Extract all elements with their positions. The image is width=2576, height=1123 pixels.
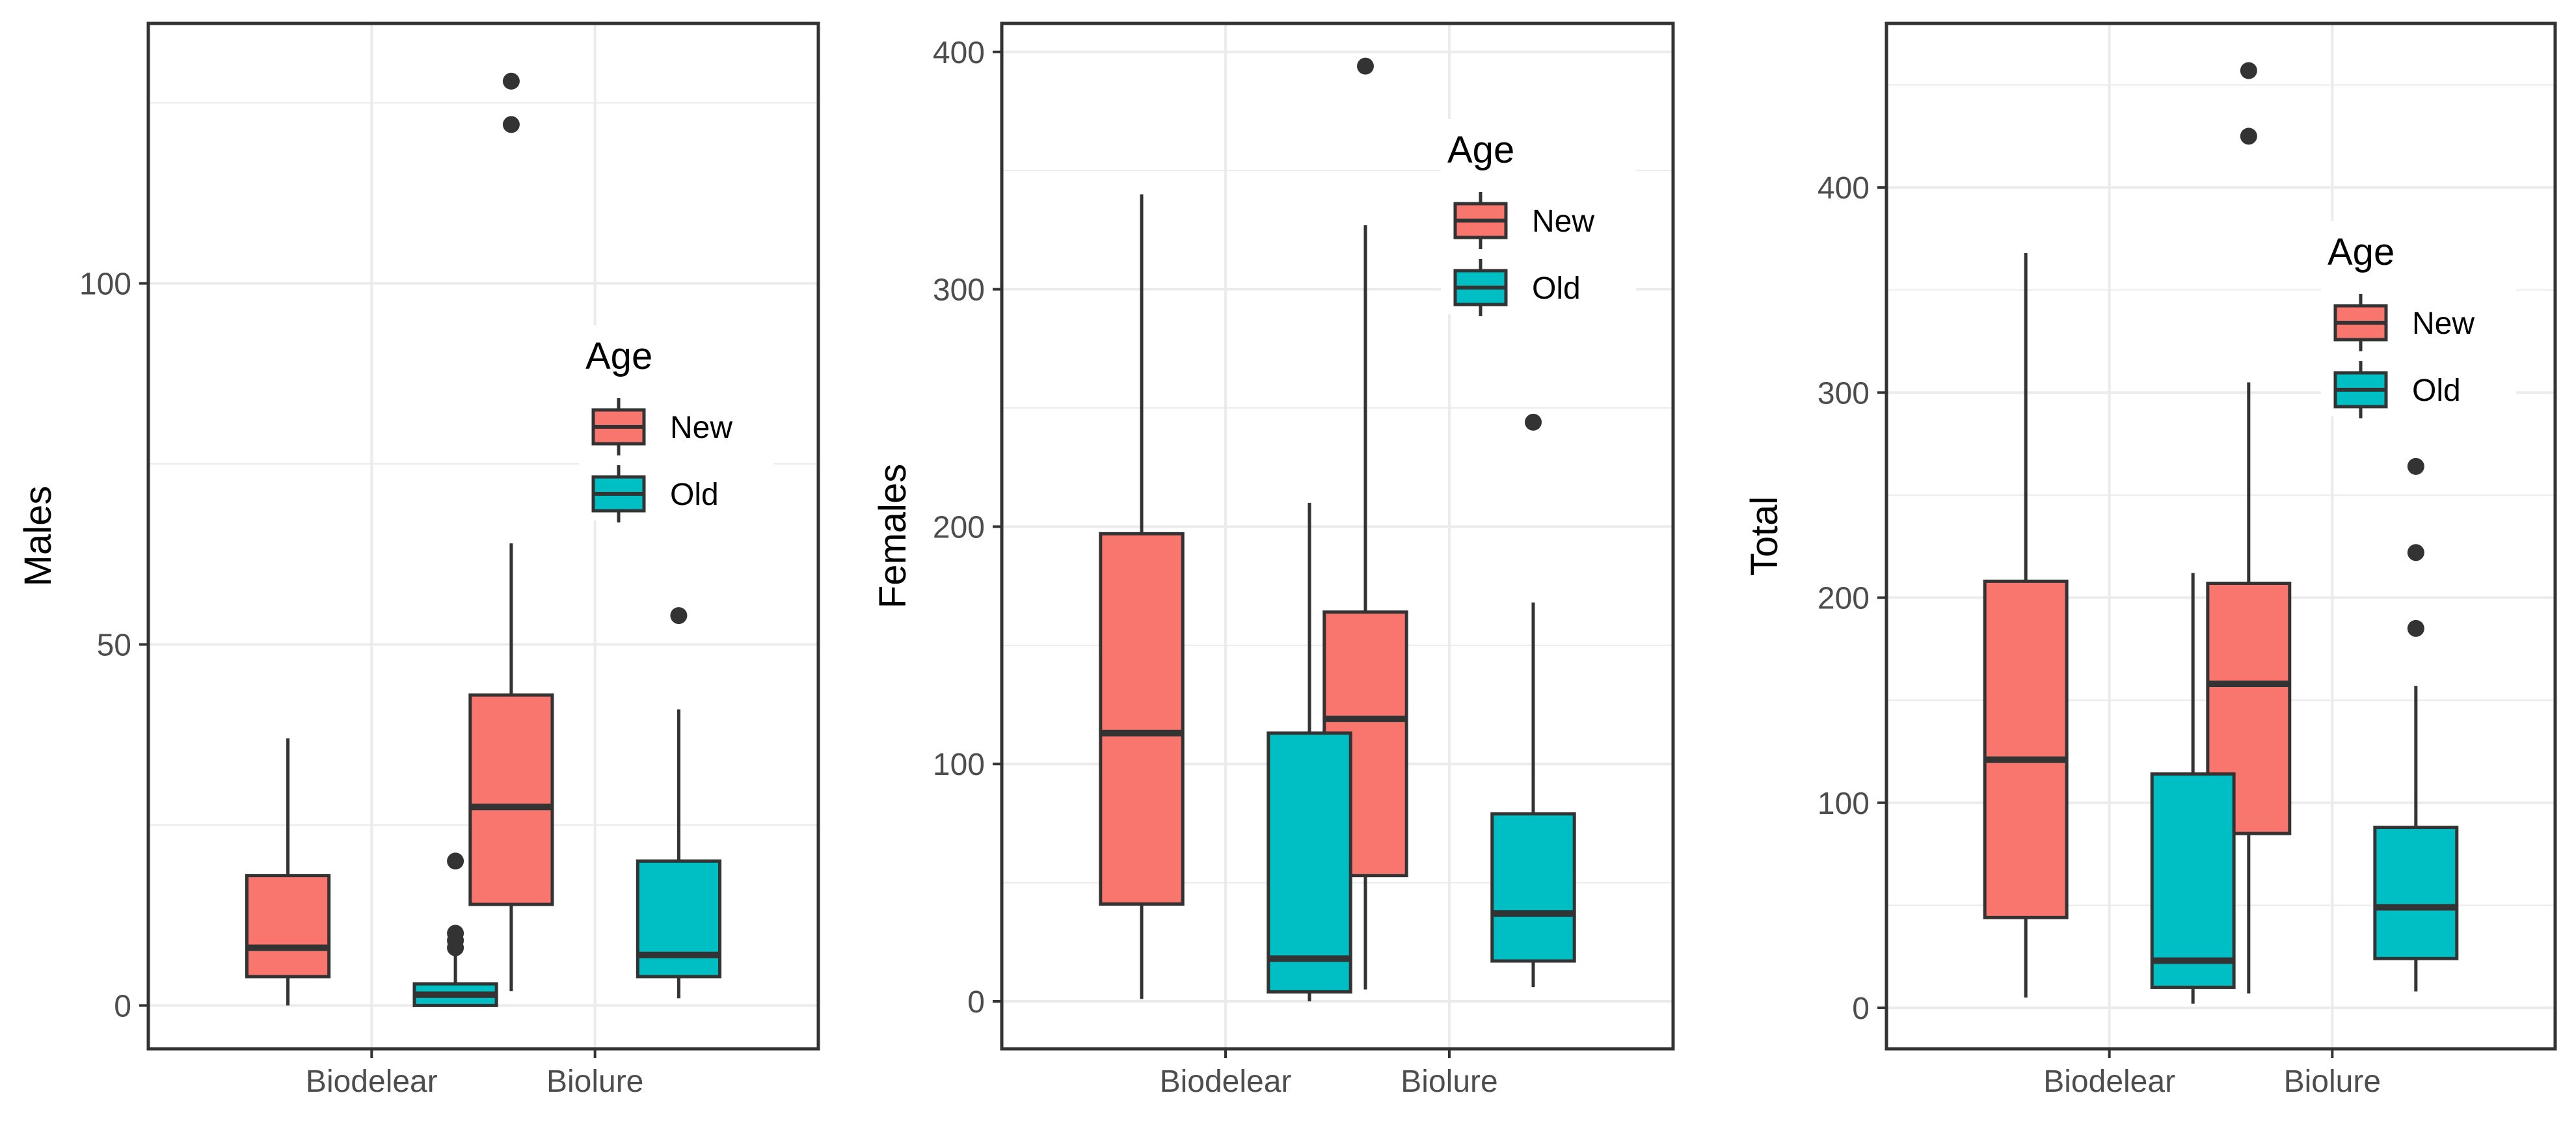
- box-iqr: [1983, 579, 2069, 919]
- y-tick-label: 200: [1818, 582, 1870, 616]
- legend-label-new: New: [2412, 306, 2475, 341]
- legend-title: Age: [2328, 231, 2395, 273]
- grid: [148, 23, 818, 1049]
- outlier-point: [447, 925, 464, 942]
- box-new-biodelear: [1099, 194, 1185, 999]
- box-iqr: [1490, 812, 1576, 963]
- outlier-point: [1525, 413, 1542, 431]
- series-new: [1099, 57, 1408, 999]
- box-iqr: [1099, 532, 1185, 906]
- box-old-biodelear: [412, 852, 498, 1007]
- y-tick-label: 100: [933, 748, 985, 782]
- x-tick-label: Biodelear: [2043, 1064, 2175, 1099]
- outlier-point: [2240, 128, 2257, 145]
- y-tick-label: 300: [1818, 376, 1870, 411]
- panel-3: 0 100 200 300 400 Biodelear Biolure Total Age New…: [1743, 21, 2557, 1099]
- y-tick-label: 300: [933, 273, 985, 308]
- y-tick-label: 0: [1852, 992, 1870, 1026]
- legend-title: Age: [585, 335, 652, 377]
- y-axis-title: Total: [1743, 496, 1786, 576]
- panel-2: 0 100 200 300 400 Biodelear Biolure Females Age N…: [872, 21, 1675, 1099]
- outlier-point: [2407, 619, 2424, 637]
- panel-border: [1885, 21, 2557, 1051]
- legend-title: Age: [1447, 129, 1514, 171]
- outlier-point: [502, 72, 520, 90]
- box-iqr: [2373, 826, 2459, 960]
- y-tick-label: 0: [967, 985, 985, 1020]
- legend-label-new: New: [670, 411, 732, 445]
- box-old-biolure: [636, 607, 722, 999]
- panel-border: [1000, 21, 1675, 1051]
- series-old: [1267, 413, 1576, 1002]
- outlier-point: [2240, 62, 2257, 79]
- x-tick-label: Biolure: [2284, 1064, 2381, 1099]
- box-iqr: [636, 859, 722, 979]
- panel-1: 0 50 100 Biodelear Biolure Males Age New Old: [17, 21, 820, 1099]
- legend-label-old: Old: [2412, 373, 2461, 408]
- y-axis-title: Males: [17, 486, 59, 587]
- y-tick-label: 400: [1818, 171, 1870, 206]
- box-iqr: [1267, 731, 1352, 994]
- outlier-point: [670, 607, 688, 625]
- legend-label-old: Old: [670, 478, 719, 512]
- outlier-point: [1357, 57, 1374, 75]
- x-tick-label: Biodelear: [306, 1064, 438, 1099]
- legend: Age New Old: [2321, 221, 2516, 418]
- series-new: [245, 72, 554, 1006]
- outlier-point: [447, 852, 464, 870]
- box-new-biodelear: [245, 738, 331, 1006]
- legend-label-new: New: [1532, 204, 1594, 239]
- box-iqr: [245, 874, 331, 979]
- legend: Age New Old: [1441, 119, 1636, 316]
- y-axis-title: Females: [872, 464, 914, 608]
- legend: Age New Old: [579, 325, 774, 522]
- y-tick-label: 400: [933, 36, 985, 70]
- panel-border: [146, 21, 820, 1051]
- series-old: [412, 607, 722, 1007]
- box-new-biolure: [468, 72, 554, 992]
- box-new-biodelear: [1983, 253, 2069, 998]
- box-iqr: [468, 693, 554, 906]
- y-tick-label: 50: [97, 628, 131, 662]
- y-tick-label: 0: [114, 989, 131, 1023]
- x-tick-label: Biolure: [1401, 1064, 1497, 1099]
- legend-label-old: Old: [1532, 271, 1581, 306]
- x-tick-label: Biolure: [546, 1064, 643, 1099]
- box-old-biodelear: [1267, 502, 1352, 1002]
- box-iqr: [2150, 772, 2236, 989]
- box-old-biodelear: [2150, 573, 2236, 1004]
- outlier-point: [502, 116, 520, 133]
- series-old: [2150, 457, 2459, 1004]
- box-old-biolure: [1490, 413, 1576, 988]
- y-tick-label: 100: [79, 267, 131, 302]
- box-old-biolure: [2373, 457, 2459, 992]
- y-tick-label: 200: [933, 510, 985, 545]
- y-tick-label: 100: [1818, 787, 1870, 821]
- x-tick-label: Biodelear: [1160, 1064, 1292, 1099]
- outlier-point: [2407, 457, 2424, 475]
- outlier-point: [2407, 544, 2424, 562]
